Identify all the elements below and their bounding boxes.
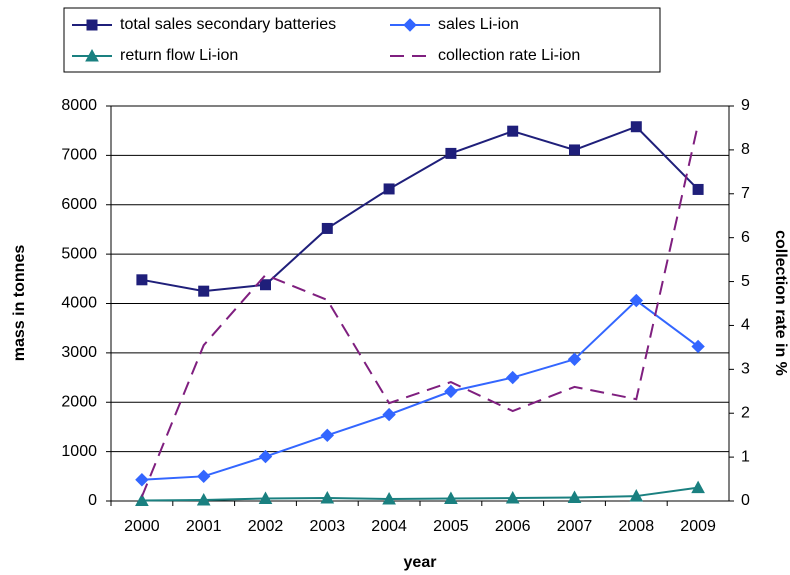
data-point <box>382 491 396 505</box>
data-point <box>198 285 210 297</box>
x-tick-label: 2001 <box>186 518 222 535</box>
data-point <box>567 490 582 504</box>
legend-marker <box>86 19 98 31</box>
data-point <box>445 147 457 159</box>
legend-box <box>63 7 661 73</box>
data-point <box>692 183 704 195</box>
x-tick-label: 2004 <box>371 518 407 535</box>
y-tick-label: 1000 <box>61 443 97 460</box>
data-point <box>629 293 644 308</box>
data-point <box>569 144 580 156</box>
data-point <box>567 352 582 367</box>
y-tick-label: 0 <box>88 492 97 509</box>
y2-tick-label: 8 <box>741 141 750 158</box>
data-point <box>320 490 335 504</box>
y2-axis-title: collection rate in % <box>772 230 789 376</box>
x-tick-label: 2003 <box>310 518 346 535</box>
series-line <box>141 299 699 481</box>
x-tick-label: 2000 <box>124 518 160 535</box>
y2-tick-label: 6 <box>741 229 750 246</box>
data-point <box>258 491 273 505</box>
legend-label: sales Li-ion <box>438 16 519 33</box>
legend-marker <box>85 48 99 62</box>
data-point <box>629 489 644 502</box>
legend-label: total sales secondary batteries <box>120 16 336 33</box>
data-point <box>136 274 148 286</box>
data-point <box>691 339 705 354</box>
y2-tick-label: 0 <box>741 492 750 509</box>
y2-tick-label: 7 <box>741 185 750 202</box>
data-point <box>382 407 396 422</box>
y2-tick-label: 4 <box>741 317 750 334</box>
data-point <box>260 279 271 291</box>
series-line <box>141 125 699 293</box>
x-tick-label: 2008 <box>619 518 655 535</box>
y-axis-title: mass in tonnes <box>11 245 28 362</box>
x-tick-label: 2007 <box>557 518 593 535</box>
y2-tick-label: 3 <box>741 361 750 378</box>
data-point <box>135 493 149 507</box>
y-tick-label: 6000 <box>61 196 97 213</box>
x-tick-label: 2006 <box>495 518 531 535</box>
y-tick-label: 3000 <box>61 344 97 361</box>
y2-tick-label: 2 <box>741 404 750 421</box>
data-point <box>444 384 458 399</box>
series-line <box>141 486 699 502</box>
y2-tick-label: 1 <box>741 448 750 465</box>
x-tick-label: 2009 <box>680 518 716 535</box>
legend-label: return flow Li-ion <box>120 47 238 64</box>
data-point <box>691 480 705 494</box>
data-point <box>630 121 642 133</box>
y-tick-label: 8000 <box>61 97 97 114</box>
data-point <box>320 428 335 443</box>
x-axis-title: year <box>404 554 437 571</box>
y2-tick-label: 5 <box>741 273 750 290</box>
data-point <box>507 125 519 137</box>
legend-marker <box>403 18 417 32</box>
data-point <box>505 370 520 385</box>
y-tick-label: 5000 <box>61 245 97 262</box>
y2-tick-label: 9 <box>741 97 750 114</box>
x-tick-label: 2005 <box>433 518 469 535</box>
legend-label: collection rate Li-ion <box>438 47 580 64</box>
y-tick-label: 7000 <box>61 147 97 164</box>
y-tick-label: 2000 <box>61 393 97 410</box>
data-point <box>258 449 273 464</box>
data-point <box>196 469 211 484</box>
y-tick-label: 4000 <box>61 295 97 312</box>
x-tick-label: 2002 <box>248 518 284 535</box>
data-point <box>383 183 395 195</box>
data-point <box>444 491 458 505</box>
data-point <box>135 473 149 487</box>
data-point <box>321 222 333 234</box>
data-point <box>196 492 211 506</box>
series-line <box>140 123 700 497</box>
data-point <box>505 490 520 504</box>
